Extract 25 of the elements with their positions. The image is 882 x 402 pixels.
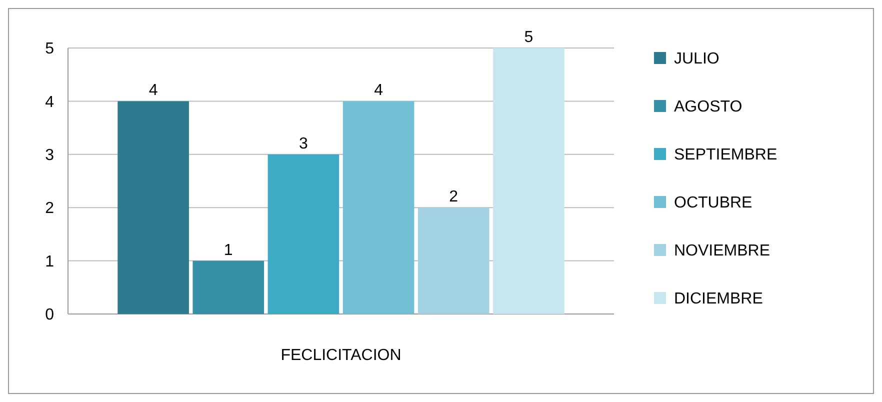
bar xyxy=(493,48,564,314)
legend-label: DICIEMBRE xyxy=(674,290,763,308)
y-tick-label: 0 xyxy=(45,306,54,324)
y-tick-label: 3 xyxy=(45,147,54,164)
legend-label: SEPTIEMBRE xyxy=(674,146,778,164)
legend-label: AGOSTO xyxy=(674,98,742,116)
y-tick-label: 4 xyxy=(45,94,54,111)
data-label: 3 xyxy=(299,135,308,152)
data-label: 2 xyxy=(449,188,458,206)
bar xyxy=(268,154,340,314)
legend-label: JULIO xyxy=(674,50,720,68)
bar xyxy=(118,101,189,314)
data-label: 4 xyxy=(374,82,384,100)
x-tick-label: FECLICITACION xyxy=(280,347,402,364)
data-label: 1 xyxy=(224,242,233,259)
data-label: 4 xyxy=(148,82,158,100)
data-label: 5 xyxy=(524,29,534,46)
bar xyxy=(192,260,264,314)
y-tick-label: 5 xyxy=(45,40,54,58)
y-tick-label: 2 xyxy=(45,200,54,218)
y-tick-label: 1 xyxy=(45,253,54,270)
bar xyxy=(418,208,490,314)
bar xyxy=(342,101,414,314)
legend-label: NOVIEMBRE xyxy=(674,242,770,260)
legend-label: OCTUBRE xyxy=(674,194,752,212)
